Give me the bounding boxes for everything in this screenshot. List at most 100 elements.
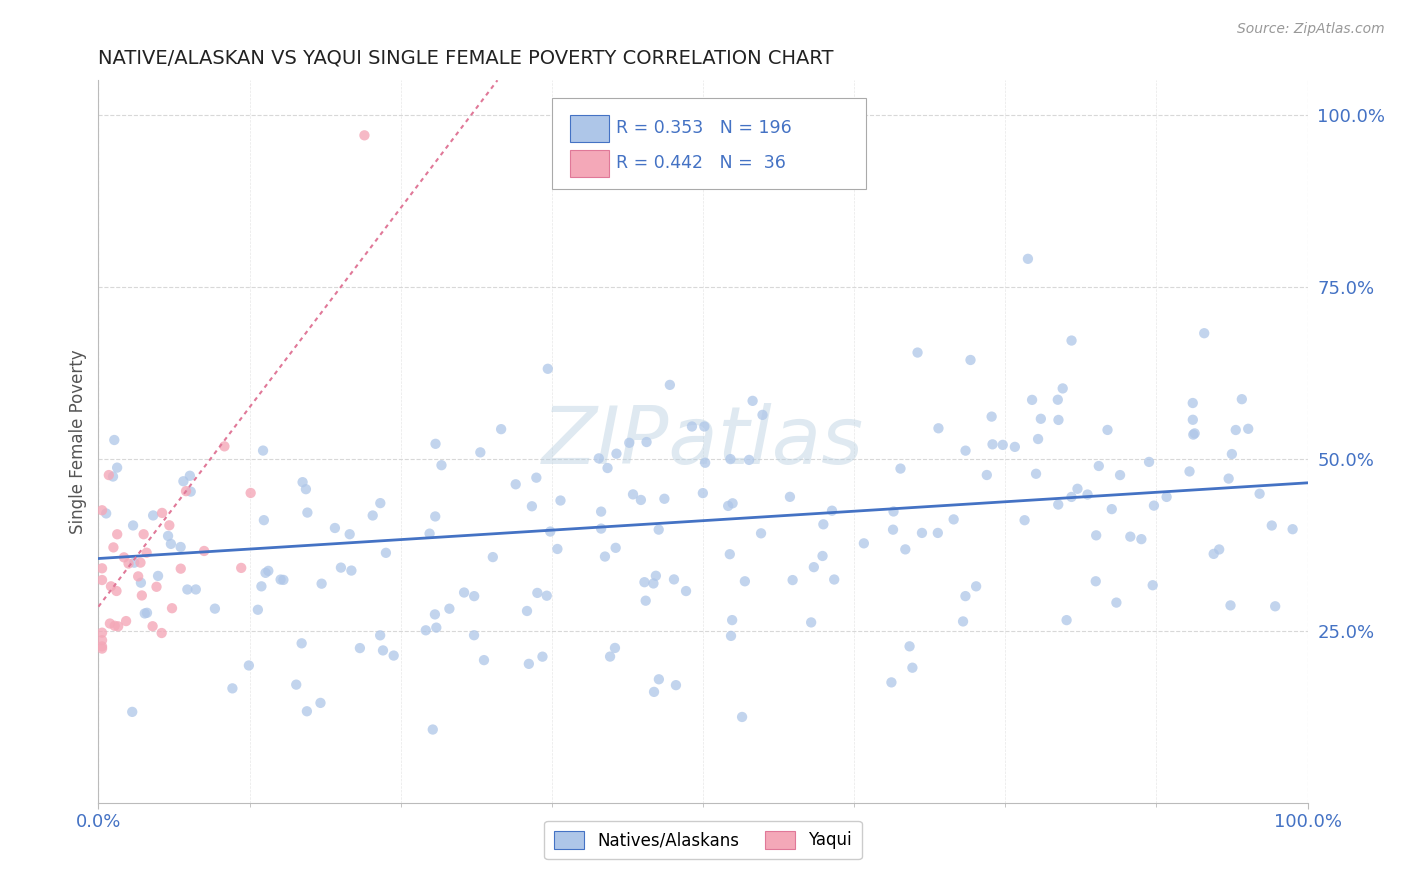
Point	[1076, 487, 1098, 501]
Point	[132, 527, 155, 541]
Point	[955, 589, 977, 603]
Point	[907, 345, 929, 359]
Point	[463, 589, 485, 603]
Point	[117, 557, 139, 571]
Point	[520, 500, 543, 514]
Point	[517, 657, 540, 671]
Point	[131, 589, 153, 603]
Point	[382, 648, 405, 663]
Point	[1021, 392, 1043, 407]
Point	[419, 526, 441, 541]
Point	[142, 619, 165, 633]
Point	[1052, 381, 1074, 395]
Point	[662, 573, 685, 587]
Point	[1105, 596, 1128, 610]
Point	[526, 586, 548, 600]
Text: R = 0.353   N = 196: R = 0.353 N = 196	[616, 119, 792, 137]
Point	[146, 569, 169, 583]
Point	[157, 518, 180, 533]
Point	[619, 435, 641, 450]
Point	[122, 518, 145, 533]
Point	[591, 522, 613, 536]
Point	[952, 615, 974, 629]
Point	[605, 447, 627, 461]
Point	[422, 723, 444, 737]
Point	[1029, 411, 1052, 425]
Point	[100, 579, 122, 593]
Point	[599, 649, 621, 664]
Point	[105, 460, 128, 475]
Point	[374, 546, 396, 560]
Point	[339, 527, 361, 541]
Point	[675, 584, 697, 599]
Point	[720, 629, 742, 643]
Point	[353, 128, 375, 143]
Point	[238, 658, 260, 673]
Point	[965, 579, 987, 593]
Point	[1097, 423, 1119, 437]
Point	[1101, 502, 1123, 516]
Point	[692, 486, 714, 500]
Point	[811, 549, 834, 563]
Point	[593, 549, 616, 564]
Point	[1225, 423, 1247, 437]
Point	[980, 409, 1002, 424]
Point	[425, 437, 447, 451]
Point	[981, 437, 1004, 451]
Point	[596, 461, 619, 475]
Point	[531, 649, 554, 664]
Point	[1119, 530, 1142, 544]
Point	[96, 507, 118, 521]
Point	[550, 493, 572, 508]
Point	[630, 492, 652, 507]
Point	[329, 560, 352, 574]
Point	[425, 621, 447, 635]
Point	[136, 606, 159, 620]
Point	[1182, 427, 1205, 442]
Point	[718, 547, 741, 561]
Point	[129, 575, 152, 590]
Point	[91, 625, 114, 640]
Point	[231, 561, 253, 575]
Point	[591, 505, 613, 519]
Point	[643, 685, 665, 699]
Point	[720, 452, 742, 467]
Point	[621, 487, 644, 501]
Point	[880, 675, 903, 690]
Point	[1218, 472, 1240, 486]
Point	[297, 506, 319, 520]
Point	[1230, 392, 1253, 407]
Point	[738, 453, 761, 467]
Point	[1202, 547, 1225, 561]
Point	[959, 353, 981, 368]
Point	[717, 499, 740, 513]
Point	[1264, 599, 1286, 614]
Point	[721, 613, 744, 627]
Point	[976, 468, 998, 483]
Point	[270, 573, 292, 587]
Point	[633, 575, 655, 590]
Point	[309, 696, 332, 710]
Point	[371, 643, 394, 657]
Point	[160, 537, 183, 551]
Point	[340, 564, 363, 578]
Point	[901, 661, 924, 675]
Point	[254, 566, 277, 580]
Point	[170, 562, 193, 576]
Point	[695, 456, 717, 470]
Point	[721, 496, 744, 510]
Point	[91, 561, 114, 575]
Point	[643, 576, 665, 591]
Point	[524, 471, 547, 485]
Point	[894, 542, 917, 557]
Point	[157, 529, 180, 543]
Point	[1017, 252, 1039, 266]
Point	[1066, 482, 1088, 496]
Point	[105, 584, 128, 599]
Point	[1220, 447, 1243, 461]
Point	[221, 681, 243, 696]
Point	[681, 419, 703, 434]
Point	[453, 585, 475, 599]
Point	[134, 607, 156, 621]
Point	[1281, 522, 1303, 536]
